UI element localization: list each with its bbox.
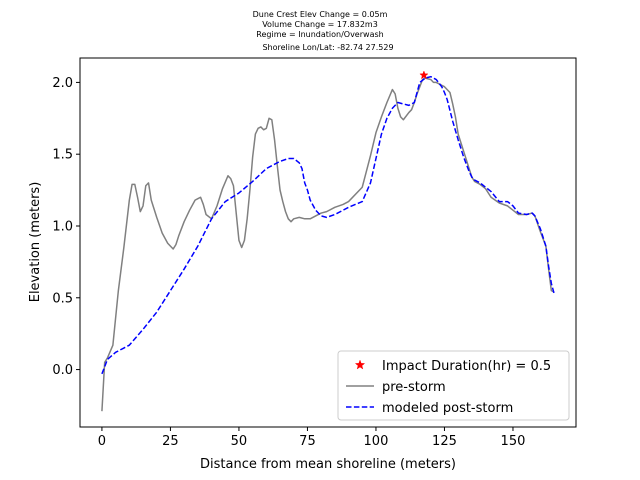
y-tick-label: 0.0 [52,363,73,378]
x-tick-label: 25 [162,434,179,449]
x-tick-label: 150 [501,434,526,449]
title-line-3: Regime = Inundation/Overwash [256,30,383,39]
x-axis-ticks: 0 25 50 75 100 125 150 [98,427,526,449]
title-line-4: Shoreline Lon/Lat: -82.74 27.529 [262,43,393,52]
title-line-2: Volume Change = 17.832m3 [262,20,378,29]
y-axis-ticks: 0.0 0.5 1.0 1.5 2.0 [52,76,80,378]
legend-star-shape [354,359,366,370]
legend-box [337,350,570,421]
plot-area-frame [79,57,577,428]
chart-title: Dune Crest Elev Change = 0.05m Volume Ch… [253,10,394,52]
series-line-modeled-post-storm [101,75,555,375]
x-tick-label: 125 [432,434,457,449]
x-tick-label: 0 [98,434,106,449]
marker-layer [419,70,429,80]
legend-label-impact-duration: Impact Duration(hr) = 0.5 [382,359,551,374]
legend-label-post-storm: modeled post-storm [382,401,513,416]
legend-label-pre-storm: pre-storm [382,380,446,395]
legend: Impact Duration(hr) = 0.5 pre-storm mode… [337,350,570,421]
y-tick-label: 1.5 [52,148,73,163]
y-tick-label: 2.0 [52,76,73,91]
x-tick-label: 75 [299,434,316,449]
y-tick-label: 0.5 [52,291,73,306]
y-axis-label: Elevation (meters) [28,182,43,303]
x-axis-label: Distance from mean shoreline (meters) [200,457,456,472]
y-tick-label: 1.0 [52,219,73,234]
x-tick-label: 50 [231,434,248,449]
series-line-pre-storm [101,77,555,412]
x-tick-label: 100 [364,434,389,449]
impact-marker-star-icon [419,70,429,80]
title-line-1: Dune Crest Elev Change = 0.05m [253,10,388,19]
series-layer [101,75,555,412]
legend-marker-star-icon [354,359,366,370]
